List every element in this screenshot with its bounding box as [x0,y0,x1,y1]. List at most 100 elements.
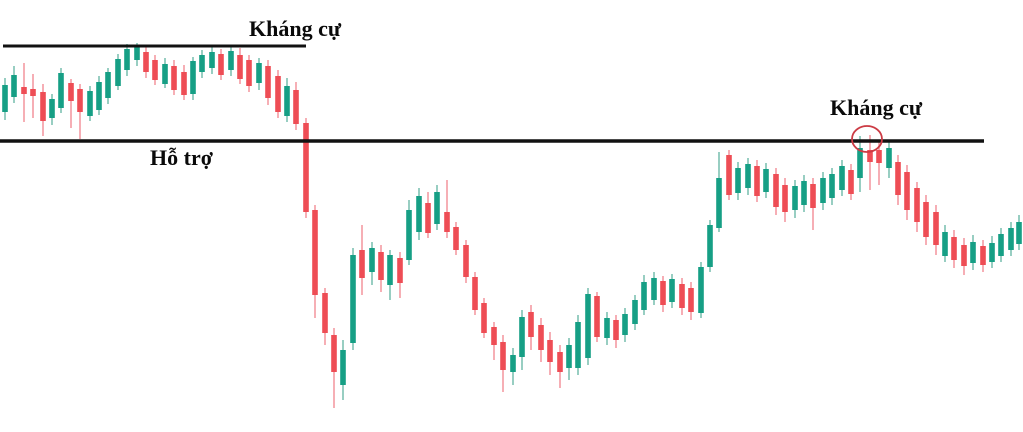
candle [726,150,732,200]
candle [444,180,450,238]
support-label: Hỗ trợ [150,145,214,170]
candle [181,65,187,100]
candle [303,118,309,218]
candle [998,228,1004,262]
resistance-label-left: Kháng cự [249,16,342,41]
candle [566,338,572,380]
candle [942,225,948,262]
candle [481,298,487,338]
candle [895,155,901,205]
candle [425,192,431,238]
candle [538,318,544,362]
candle [397,252,403,298]
candle [613,315,619,348]
candle [1008,222,1014,256]
candle [604,312,610,345]
candle [810,178,816,230]
candle [933,205,939,255]
candle [698,262,704,318]
candle [754,160,760,202]
candle [669,274,675,308]
candle [1016,215,1022,250]
candle [228,46,234,76]
candle [857,136,863,192]
candle [406,200,412,265]
candle [735,162,741,200]
candle [575,315,581,375]
candle [970,235,976,270]
candle [763,163,769,198]
candle [914,182,920,232]
resistance-label-right: Kháng cự [830,95,923,120]
candle [21,63,27,122]
candle [40,84,46,136]
candle [961,238,967,275]
candle [30,74,36,118]
candle [585,288,591,365]
candle [679,278,685,315]
candle [105,68,111,104]
candle [387,250,393,300]
candle [707,220,713,272]
candle [416,188,422,240]
candle [557,345,563,388]
candle [500,335,506,392]
candle [68,79,74,128]
candle [143,47,149,78]
annotations-layer [851,125,883,153]
candle [2,78,8,120]
candle [369,242,375,285]
candles-layer [2,43,1022,408]
candle [632,295,638,330]
candle [96,76,102,115]
candle [820,172,826,210]
candle [641,275,647,315]
candle [218,49,224,80]
candle [331,328,337,408]
candle [190,57,196,100]
candle [162,58,168,88]
candle [989,236,995,268]
candle [745,158,751,195]
candle [11,66,17,103]
candle [923,195,929,245]
candle [867,135,873,190]
candle [886,142,892,178]
candle [293,82,299,130]
candle [651,272,657,305]
candle [839,160,845,196]
candle [519,310,525,370]
candle [312,205,318,318]
candle [284,78,290,122]
candle [951,230,957,268]
candle [594,292,600,342]
retest-circle [851,125,883,153]
candle [782,178,788,222]
candle [115,54,121,90]
candle [246,55,252,92]
candle [209,47,215,74]
candle [453,222,459,255]
candle [434,185,440,230]
candle [510,348,516,385]
candle [350,248,356,350]
candle [199,50,205,78]
candle [152,55,158,85]
candle [660,276,666,312]
candle [87,86,93,121]
candle [378,245,384,292]
candle [77,84,83,139]
candle [801,175,807,212]
candle [275,70,281,118]
candle [124,44,130,76]
candle [171,60,177,95]
candle [49,94,55,125]
candle [322,288,328,345]
candle [792,180,798,218]
candle [58,68,64,113]
candle [256,58,262,90]
candle [547,332,553,375]
candle [980,240,986,272]
